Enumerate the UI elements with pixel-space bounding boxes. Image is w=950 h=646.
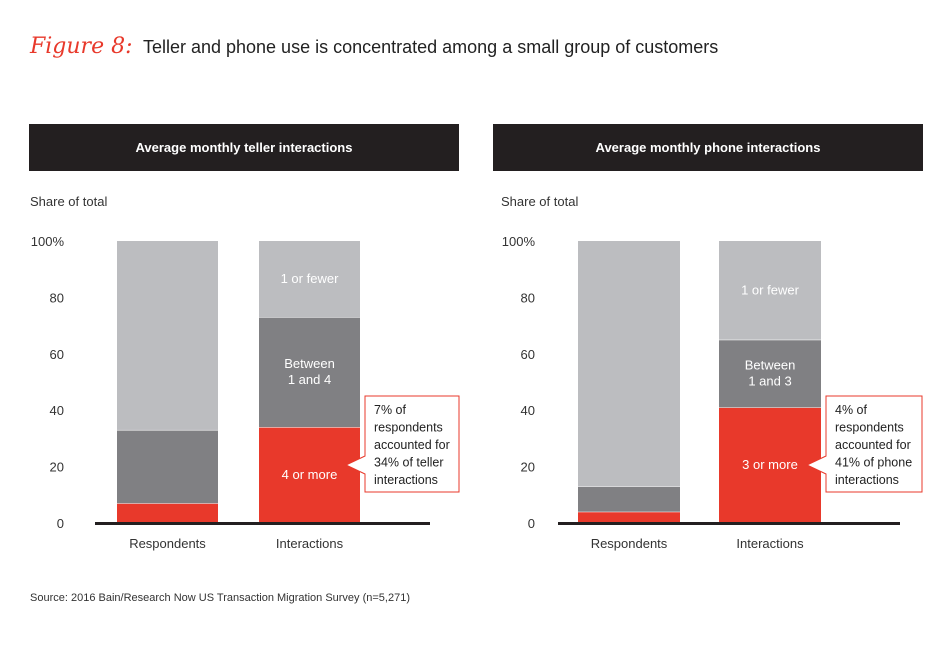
teller-bar-respondents-seg bbox=[117, 429, 218, 504]
teller-bar-interactions-seg bbox=[259, 317, 360, 428]
teller-ylabel: Share of total bbox=[30, 194, 108, 209]
teller-bar-interactions-seg bbox=[259, 241, 360, 318]
phone-chart-header: Average monthly phone interactions bbox=[493, 124, 923, 171]
phone-ytick-label: 60 bbox=[521, 347, 535, 362]
figure-label: Figure 8: bbox=[30, 34, 133, 59]
phone-category-label: Respondents bbox=[591, 536, 668, 551]
phone-bar-respondents-seg bbox=[578, 241, 680, 487]
teller-ytick-label: 20 bbox=[50, 460, 64, 475]
teller-bar-interactions-seg bbox=[259, 427, 360, 523]
teller-chart-header: Average monthly teller interactions bbox=[29, 124, 459, 171]
teller-ytick-label: 80 bbox=[50, 290, 64, 305]
teller-category-label: Interactions bbox=[276, 536, 344, 551]
teller-segment-label: 1 or fewer bbox=[281, 271, 339, 286]
phone-segment-label: 1 or fewer bbox=[741, 282, 799, 297]
teller-category-label: Respondents bbox=[129, 536, 206, 551]
teller-ytick-label: 0 bbox=[57, 516, 64, 531]
phone-ytick-label: 80 bbox=[521, 290, 535, 305]
phone-bar-respondents-seg bbox=[578, 486, 680, 512]
teller-bar-respondents-seg bbox=[117, 503, 218, 523]
teller-ytick-label: 40 bbox=[50, 403, 64, 418]
teller-ytick-label: 60 bbox=[50, 347, 64, 362]
phone-bar-interactions-seg bbox=[719, 241, 821, 340]
phone-ytick-label: 100% bbox=[502, 234, 536, 249]
phone-bar-interactions-seg bbox=[719, 339, 821, 408]
phone-bar-respondents-seg bbox=[578, 511, 680, 523]
phone-ytick-label: 40 bbox=[521, 403, 535, 418]
phone-category-label: Interactions bbox=[736, 536, 804, 551]
teller-segment-label: Between 1 and 4 bbox=[284, 356, 335, 387]
phone-segment-label: Between 1 and 3 bbox=[745, 358, 796, 389]
source-note: Source: 2016 Bain/Research Now US Transa… bbox=[30, 592, 410, 604]
teller-callout-text: 7% of respondents accounted for 34% of tell… bbox=[374, 403, 450, 487]
figure-title: Figure 8: Teller and phone use is concen… bbox=[30, 34, 718, 64]
phone-ytick-label: 0 bbox=[528, 516, 535, 531]
phone-callout-text: 4% of respondents accounted for 41% of phon… bbox=[835, 403, 912, 487]
teller-bar-respondents-seg bbox=[117, 241, 218, 430]
phone-ytick-label: 20 bbox=[521, 460, 535, 475]
figure-title-text: Teller and phone use is concentrated amo… bbox=[142, 37, 719, 57]
phone-callout-box bbox=[805, 395, 923, 493]
teller-ytick-label: 100% bbox=[31, 234, 65, 249]
teller-callout-box bbox=[344, 395, 460, 493]
phone-bar-interactions-seg bbox=[719, 407, 821, 523]
phone-ylabel: Share of total bbox=[501, 194, 579, 209]
teller-segment-label: 4 or more bbox=[282, 467, 338, 482]
phone-segment-label: 3 or more bbox=[742, 457, 798, 472]
